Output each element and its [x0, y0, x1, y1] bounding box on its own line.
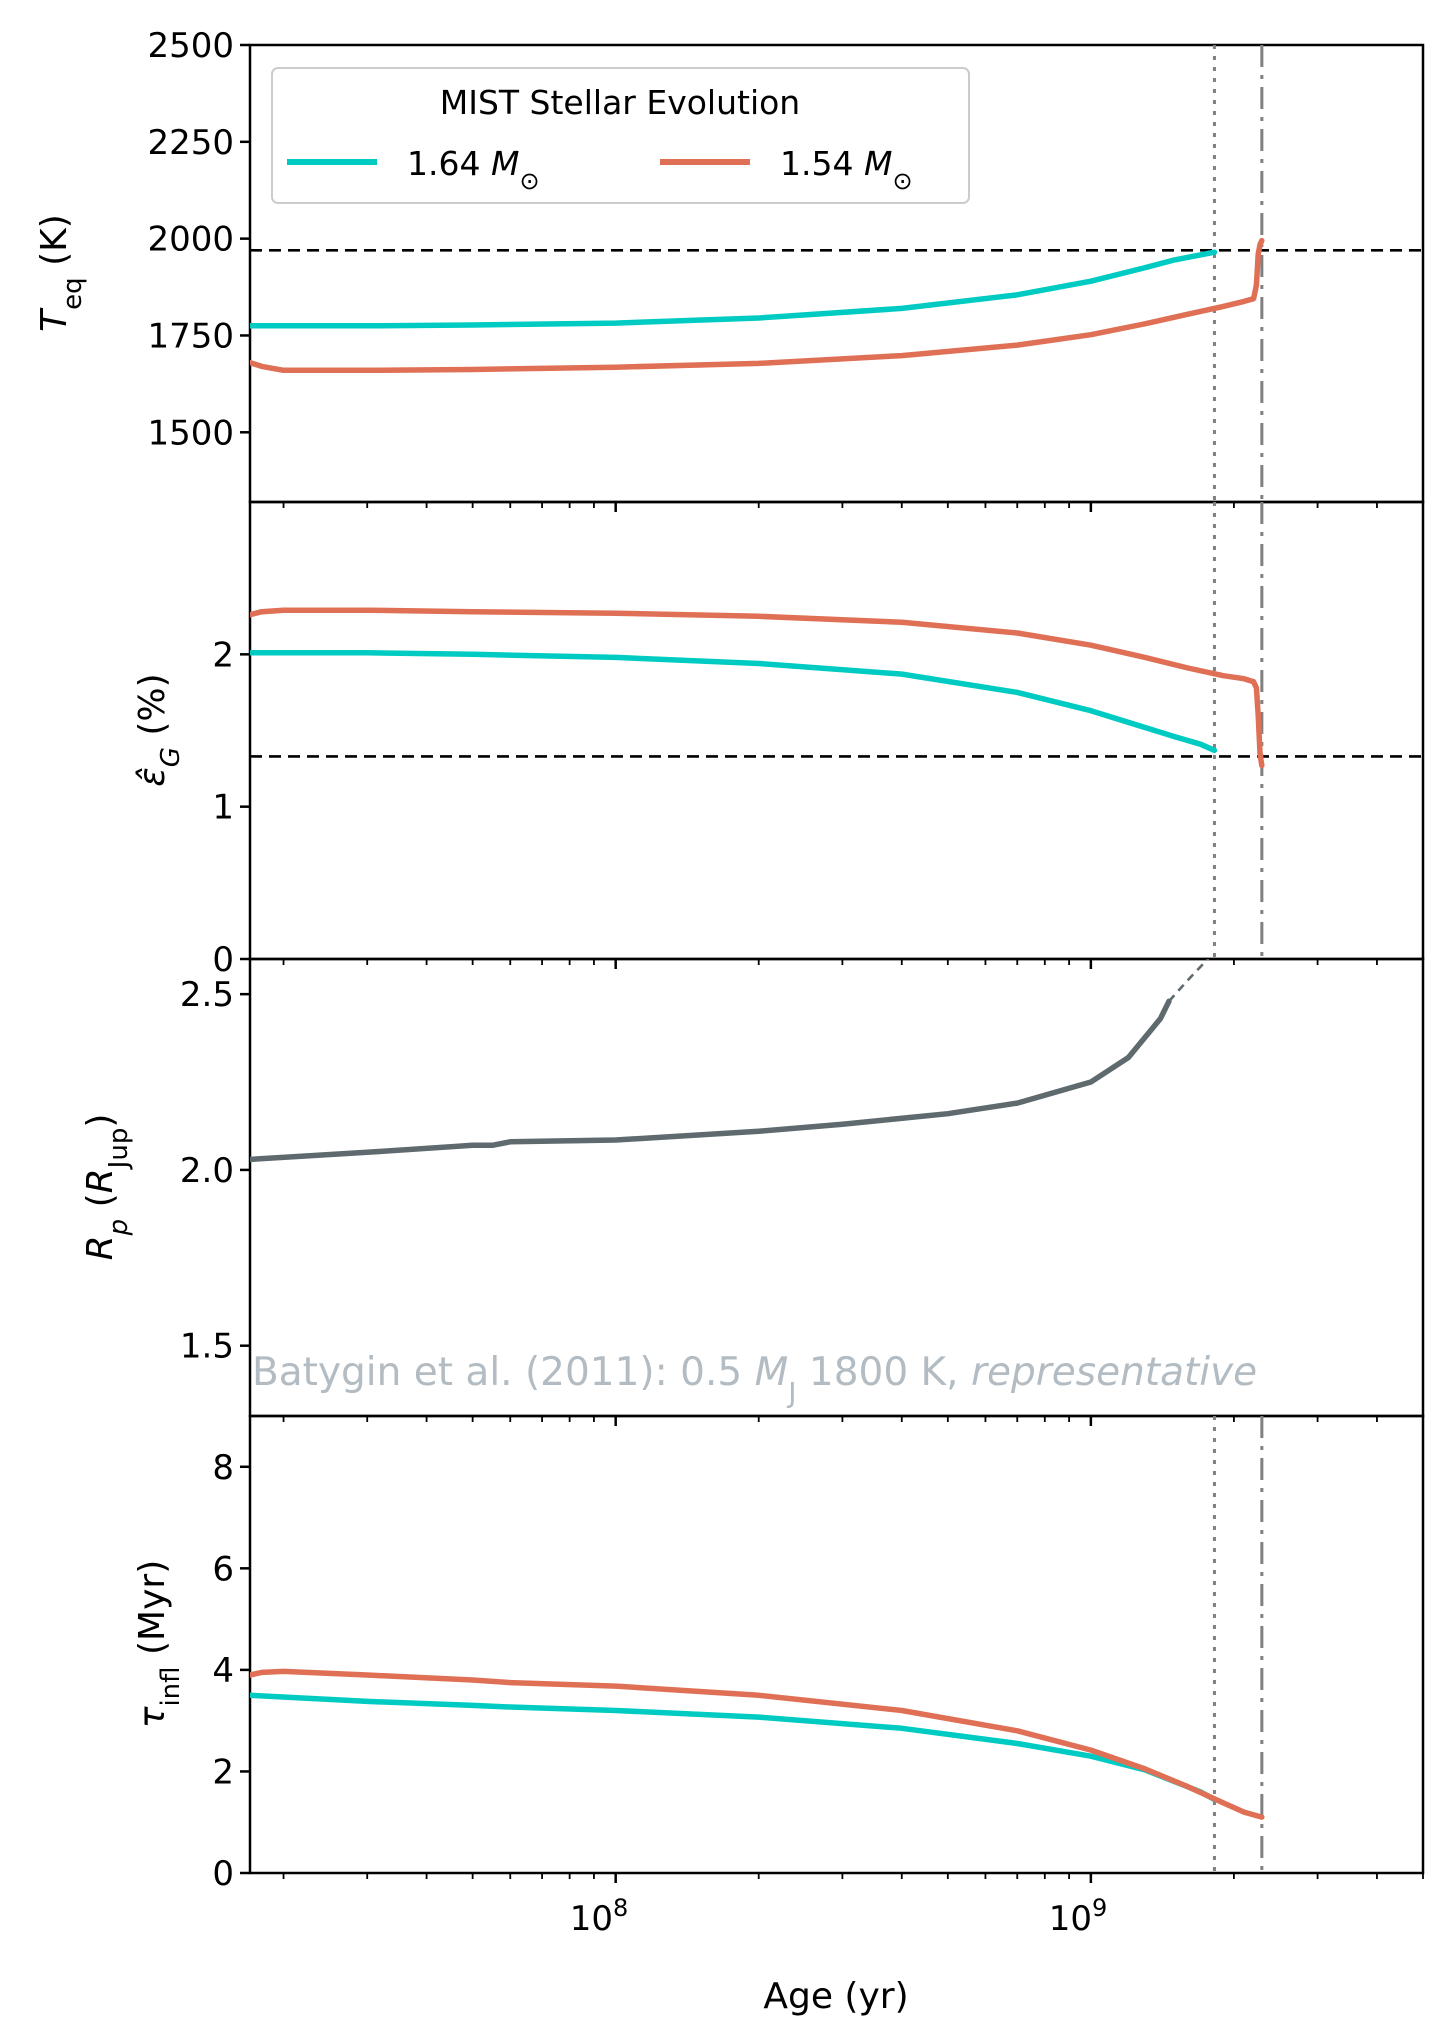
legend-title: MIST Stellar Evolution	[440, 83, 800, 122]
ytick-label-teq-1750: 1750	[147, 316, 234, 356]
ytick-label-teq-2500: 2500	[147, 26, 234, 66]
ylabel-rp: Rp (RJup)	[80, 1114, 134, 1261]
plot-area-tau	[250, 1416, 1265, 1873]
series-line-teq-1-54	[250, 237, 1265, 374]
series-line-tau-1-54	[250, 1668, 1265, 1820]
legend-box	[271, 67, 970, 204]
ylabel-teq: Teq (K)	[34, 214, 88, 332]
ylabel-eps: ε̂G (%)	[132, 673, 186, 786]
xlabel: Age (yr)	[763, 1976, 908, 2017]
panel-frame-rp	[248, 957, 1425, 1418]
ytick-label-eps-2: 2	[212, 635, 234, 675]
ytick-label-tau-8: 8	[212, 1448, 234, 1488]
ytick-label-tau-4: 4	[212, 1651, 234, 1691]
series-line-eps-1-64	[250, 650, 1218, 754]
panel-frame-tau	[248, 1414, 1425, 1875]
panel-tau: 0 2 4 6 8	[212, 1414, 1425, 1894]
legend-label-1-54: 1.54 M⊙	[780, 144, 913, 195]
ytick-label-tau-6: 6	[212, 1549, 234, 1589]
legend: MIST Stellar Evolution 1.64 M⊙ 1.54 M⊙	[271, 67, 970, 204]
ytick-label-teq-2250: 2250	[147, 123, 234, 163]
series-line-rp-extrapolated	[1168, 959, 1210, 1003]
ytick-label-tau-2: 2	[212, 1752, 234, 1792]
ytick-label-eps-1: 1	[212, 788, 234, 828]
ytick-label-eps-0: 0	[212, 940, 234, 980]
plot-area-eps	[250, 502, 1423, 959]
ytick-label-teq-2000: 2000	[147, 220, 234, 260]
ylabel-tau: τinfl (Myr)	[132, 1560, 186, 1728]
series-line-eps-1-54	[250, 607, 1265, 769]
panel-eps: 0 1 2	[212, 500, 1425, 980]
ytick-label-tau-0: 0	[212, 1854, 234, 1894]
ytick-label-rp-2.5: 2.5	[180, 975, 234, 1015]
ytick-label-teq-1500: 1500	[147, 413, 234, 453]
ytick-label-rp-1.5: 1.5	[180, 1327, 234, 1367]
ytick-label-rp-2.0: 2.0	[180, 1151, 234, 1191]
legend-label-1-64: 1.64 M⊙	[407, 144, 540, 195]
xtick-label-1e8: 108	[570, 1894, 629, 1939]
xtick-label-1e9: 109	[1049, 1894, 1108, 1939]
batygin-annotation: Batygin et al. (2011): 0.5 MJ 1800 K, re…	[252, 1350, 1257, 1409]
series-line-rp-model	[250, 998, 1172, 1163]
plot-area-rp	[250, 959, 1210, 1163]
series-line-teq-1-64	[250, 249, 1218, 329]
plot-area-teq	[250, 45, 1423, 502]
panel-frame-eps	[248, 500, 1425, 961]
panel-rp: 1.5 2.0 2.5	[180, 957, 1425, 1426]
